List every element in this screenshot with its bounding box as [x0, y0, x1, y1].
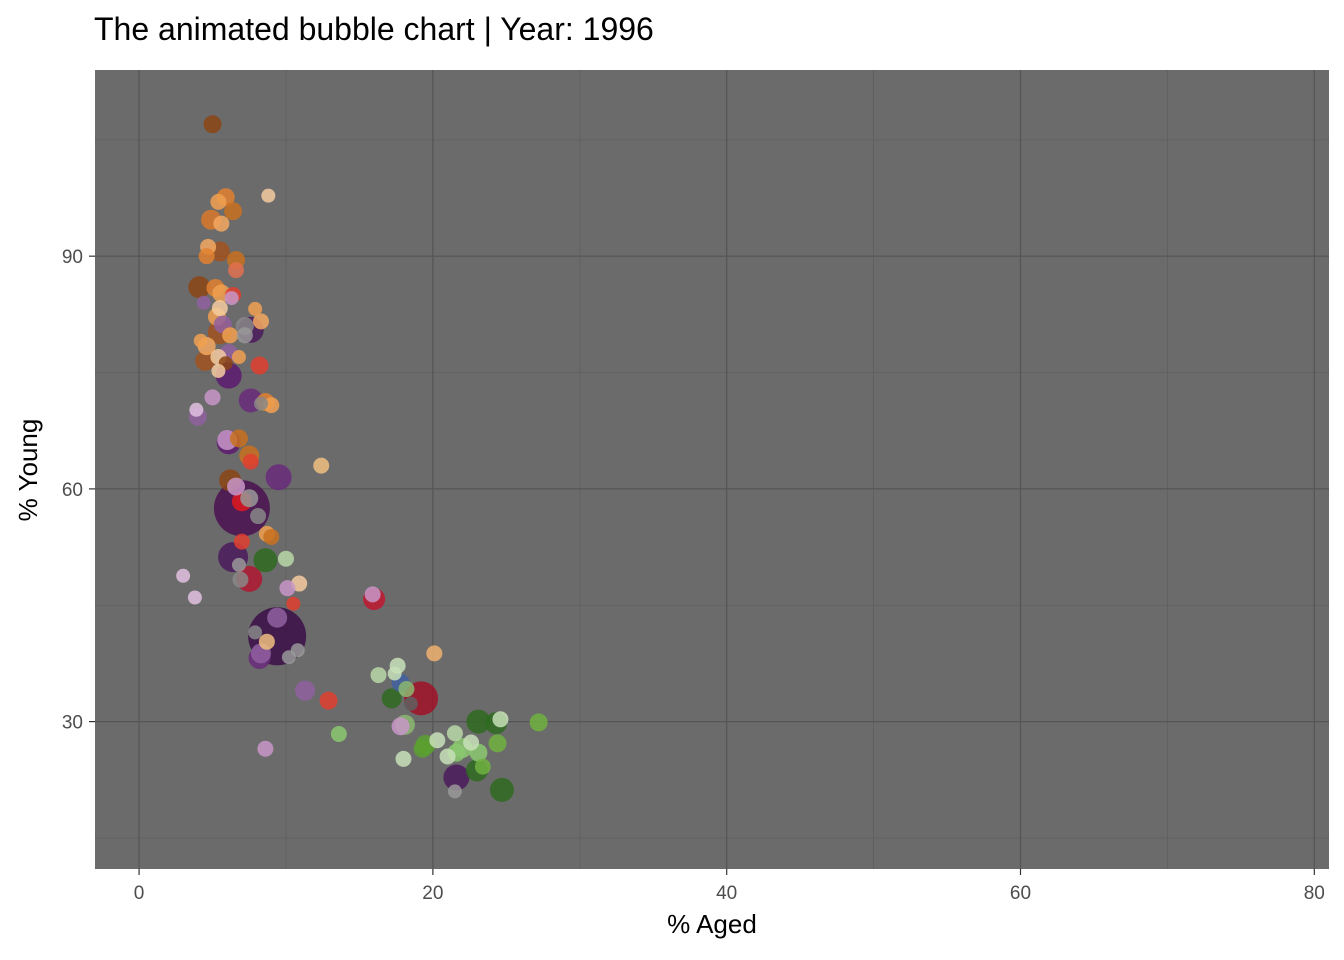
- bubble-point: [387, 666, 402, 681]
- bubble-point: [187, 590, 202, 605]
- x-tick-label: 0: [134, 883, 145, 904]
- bubble-point: [248, 301, 263, 316]
- bubble-point: [198, 248, 215, 265]
- bubble-point: [330, 726, 347, 743]
- x-tick-label: 80: [1304, 883, 1325, 904]
- bubble-point: [228, 262, 245, 279]
- x-tick-label: 20: [422, 883, 443, 904]
- bubble-point: [258, 633, 275, 650]
- bubble-point: [488, 734, 507, 753]
- bubble-point: [391, 717, 410, 736]
- bubble-point: [189, 402, 204, 417]
- bubble-point: [267, 607, 288, 628]
- bubble-point: [364, 586, 381, 603]
- plot-panel: [95, 70, 1329, 869]
- bubble-point: [403, 696, 418, 711]
- bubble-point: [381, 688, 402, 709]
- bubble-point: [398, 681, 415, 698]
- bubble-point: [227, 477, 246, 496]
- bubble-point: [395, 750, 412, 767]
- bubble-point: [257, 740, 274, 757]
- bubble-point: [210, 193, 227, 210]
- bubble-point: [231, 557, 246, 572]
- bubble-point: [224, 202, 243, 221]
- bubble-point: [253, 548, 278, 573]
- bubble-point: [313, 457, 330, 474]
- bubble-point: [250, 356, 269, 375]
- bubble-point: [188, 276, 211, 299]
- y-tick-label: 30: [62, 713, 83, 734]
- bubble-point: [242, 453, 259, 470]
- bubble-point: [443, 764, 470, 791]
- bubble-point: [250, 508, 267, 525]
- bubble-point: [447, 784, 462, 799]
- y-axis-label: % Young: [13, 419, 43, 522]
- bubble-point: [489, 777, 514, 802]
- bubble-point: [193, 333, 208, 348]
- x-axis-label: % Aged: [667, 909, 757, 939]
- chart-title: The animated bubble chart | Year: 1996: [94, 11, 654, 47]
- bubble-point: [286, 596, 301, 611]
- bubble-point: [279, 580, 296, 597]
- y-tick-label: 90: [62, 247, 83, 268]
- bubble-point: [426, 645, 443, 662]
- bubble-point: [176, 568, 191, 583]
- bubble-point: [254, 396, 269, 411]
- bubble-point: [281, 650, 296, 665]
- y-tick-label: 60: [62, 480, 83, 501]
- bubble-point: [196, 295, 211, 310]
- bubble-point: [211, 300, 228, 317]
- bubble-point: [295, 680, 316, 701]
- bubble-point: [203, 115, 222, 134]
- bubble-point: [248, 625, 263, 640]
- bubble-point: [224, 291, 239, 306]
- x-axis: 0 20 40 60 80: [134, 869, 1325, 904]
- bubble-point: [429, 732, 446, 749]
- bubble-point: [204, 389, 221, 406]
- bubble-point: [232, 571, 249, 588]
- bubble-point: [446, 725, 463, 742]
- bubble-point: [319, 691, 338, 710]
- y-axis: 30 60 90: [62, 247, 95, 734]
- bubble-point: [195, 350, 216, 371]
- bubble-point: [529, 713, 548, 732]
- bubble-point: [261, 188, 276, 203]
- bubble-point: [370, 667, 387, 684]
- bubble-point: [492, 711, 509, 728]
- bubble-point: [222, 327, 239, 344]
- bubble-point: [211, 363, 226, 378]
- bubble-point: [463, 734, 480, 751]
- bubble-point: [240, 489, 259, 508]
- bubble-point: [439, 748, 456, 765]
- bubble-point: [474, 758, 491, 775]
- x-tick-label: 40: [716, 883, 737, 904]
- bubble-point: [231, 350, 246, 365]
- bubble-point: [213, 215, 230, 232]
- bubble-point: [265, 464, 292, 491]
- bubble-point: [277, 550, 294, 567]
- bubble-point: [229, 429, 248, 448]
- bubbles-layer: [176, 115, 548, 802]
- x-tick-label: 60: [1010, 883, 1031, 904]
- bubble-point: [253, 313, 270, 330]
- bubble-point: [263, 528, 280, 545]
- bubble-point: [466, 709, 491, 734]
- bubble-point: [236, 327, 253, 344]
- grid-lines: [95, 70, 1329, 869]
- bubble-point: [413, 739, 432, 758]
- bubble-point: [233, 533, 250, 550]
